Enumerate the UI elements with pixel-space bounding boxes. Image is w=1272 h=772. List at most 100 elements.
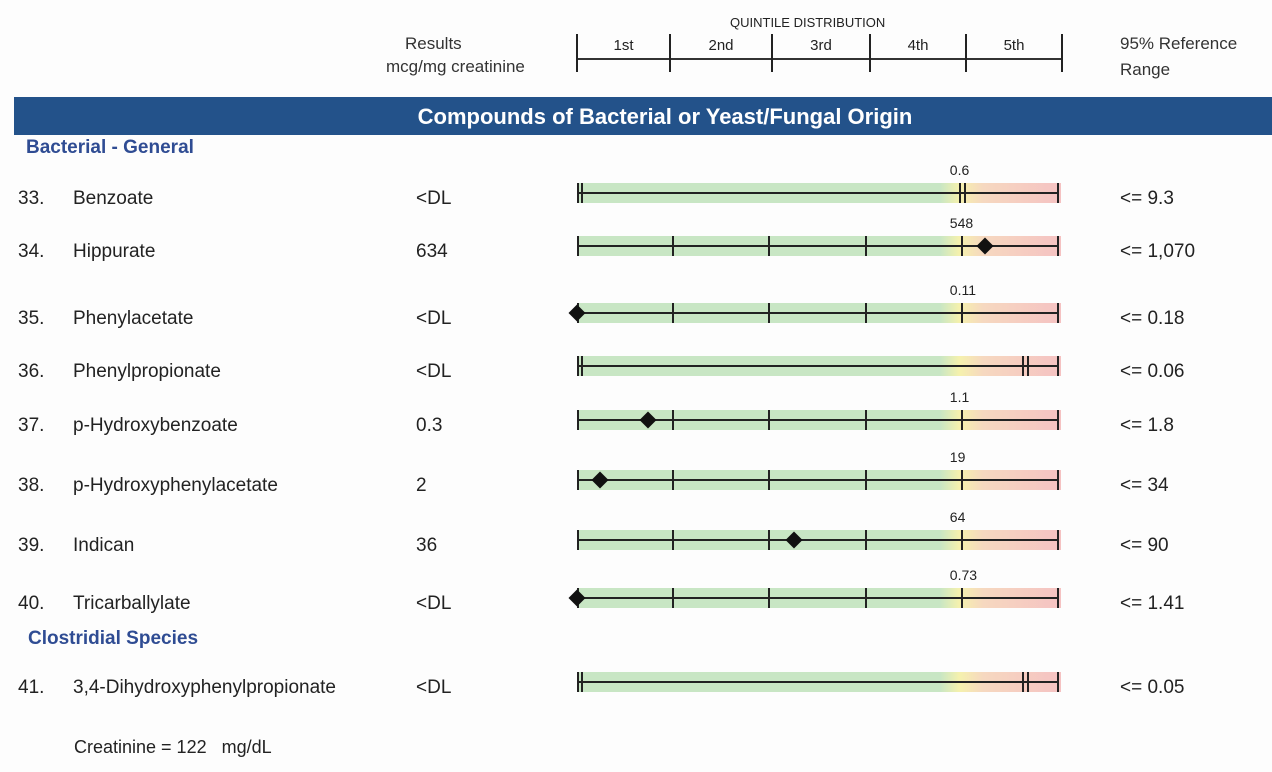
row-number: 39.	[18, 535, 45, 556]
dl-break-tick	[581, 356, 583, 376]
bar-end-tick	[1057, 470, 1059, 490]
cutoff-label: 0.6	[949, 162, 970, 178]
quintile-title: QUINTILE DISTRIBUTION	[730, 15, 886, 30]
compound-name: Phenylpropionate	[73, 361, 221, 382]
reference-header-1: 95% Reference	[1120, 34, 1238, 53]
row-number: 38.	[18, 475, 45, 496]
quintile-tick	[577, 530, 579, 550]
result-value: 634	[416, 241, 448, 262]
cutoff-label: 1.1	[949, 389, 970, 405]
quintile-tick	[960, 588, 963, 608]
dl-break-tick	[577, 183, 579, 203]
bar-end-tick	[1057, 356, 1059, 376]
cutoff-break-tick	[1027, 356, 1030, 376]
result-value: <DL	[416, 188, 452, 209]
banner-title: Compounds of Bacterial or Yeast/Fungal O…	[417, 104, 913, 129]
quintile-tick	[577, 236, 579, 256]
result-value: <DL	[416, 361, 452, 382]
quintile-tick	[672, 530, 675, 550]
quintile-divider	[1061, 34, 1063, 72]
quintile-label-2: 2nd	[708, 37, 734, 54]
cutoff-break-tick	[958, 183, 961, 203]
cutoff-break-tick	[1027, 672, 1030, 692]
compound-name: p-Hydroxyphenylacetate	[73, 475, 278, 496]
quintile-tick	[960, 236, 963, 256]
bar-axis-line	[577, 192, 1058, 194]
bar-end-tick	[1057, 530, 1059, 550]
cutoff-label: 0.11	[949, 282, 977, 298]
bar-axis-line	[577, 365, 1058, 367]
quintile-tick	[960, 530, 963, 550]
result-value: 2	[416, 475, 427, 496]
creatinine-value: Creatinine = 122 mg/dL	[74, 737, 272, 757]
quintile-tick	[864, 470, 867, 490]
section-banner	[14, 97, 1272, 135]
cutoff-break-tick	[1022, 356, 1025, 376]
result-value: <DL	[416, 677, 452, 698]
quintile-divider	[771, 34, 773, 72]
quintile-divider	[965, 34, 967, 72]
reference-range: <= 9.3	[1120, 188, 1174, 209]
result-value: <DL	[416, 308, 452, 329]
quintile-axis-line	[577, 58, 1062, 60]
cutoff-break-tick	[963, 183, 966, 203]
compound-name: 3,4-Dihydroxyphenylpropionate	[73, 677, 336, 698]
row-number: 34.	[18, 241, 45, 262]
bar-end-tick	[1057, 588, 1059, 608]
dl-break-tick	[581, 672, 583, 692]
row-number: 37.	[18, 415, 45, 436]
quintile-tick	[864, 530, 867, 550]
row-number: 40.	[18, 593, 45, 614]
bar-end-tick	[1057, 672, 1059, 692]
cutoff-break-tick	[1022, 672, 1025, 692]
bar-end-tick	[1057, 410, 1059, 430]
bar-axis-line	[577, 597, 1058, 599]
compound-name: Hippurate	[73, 241, 156, 262]
quintile-label-4: 4th	[907, 37, 929, 54]
bar-axis-line	[577, 539, 1058, 541]
row-number: 36.	[18, 361, 45, 382]
dl-break-tick	[581, 183, 583, 203]
dl-break-tick	[577, 356, 579, 376]
reference-range: <= 1.8	[1120, 415, 1174, 436]
cutoff-label: 0.73	[949, 567, 978, 583]
reference-range: <= 0.05	[1120, 677, 1185, 698]
row-number: 35.	[18, 308, 45, 329]
bar-end-tick	[1057, 183, 1059, 203]
reference-header-2: Range	[1120, 60, 1171, 79]
dl-break-tick	[577, 672, 579, 692]
quintile-tick	[672, 588, 675, 608]
bar-axis-line	[577, 312, 1058, 314]
quintile-tick	[960, 410, 963, 430]
reference-range: <= 34	[1120, 475, 1169, 496]
quintile-tick	[768, 530, 771, 550]
quintile-label-3: 3rd	[810, 37, 832, 54]
bar-axis-line	[577, 479, 1058, 481]
quintile-divider	[669, 34, 671, 72]
quintile-tick	[960, 470, 963, 490]
reference-range: <= 1,070	[1120, 241, 1196, 262]
compound-name: Phenylacetate	[73, 308, 194, 329]
quintile-tick	[768, 588, 771, 608]
row-number: 33.	[18, 188, 45, 209]
reference-range: <= 90	[1120, 535, 1169, 556]
quintile-tick	[864, 303, 867, 323]
result-value: 36	[416, 535, 438, 556]
quintile-label-1: 1st	[613, 37, 634, 54]
reference-range: <= 0.18	[1120, 308, 1185, 329]
bar-end-tick	[1057, 303, 1059, 323]
quintile-tick	[768, 410, 771, 430]
quintile-tick	[672, 236, 675, 256]
quintile-tick	[577, 470, 579, 490]
reference-range: <= 0.06	[1120, 361, 1185, 382]
compound-name: p-Hydroxybenzoate	[73, 415, 238, 436]
reference-range: <= 1.41	[1120, 593, 1185, 614]
quintile-tick	[768, 303, 771, 323]
cutoff-label: 19	[949, 449, 966, 465]
results-header: Results	[405, 34, 462, 53]
quintile-tick	[864, 410, 867, 430]
compound-name: Benzoate	[73, 188, 154, 209]
compound-name: Tricarballylate	[73, 593, 191, 614]
quintile-divider	[869, 34, 871, 72]
units-header: mcg/mg creatinine	[386, 57, 525, 76]
